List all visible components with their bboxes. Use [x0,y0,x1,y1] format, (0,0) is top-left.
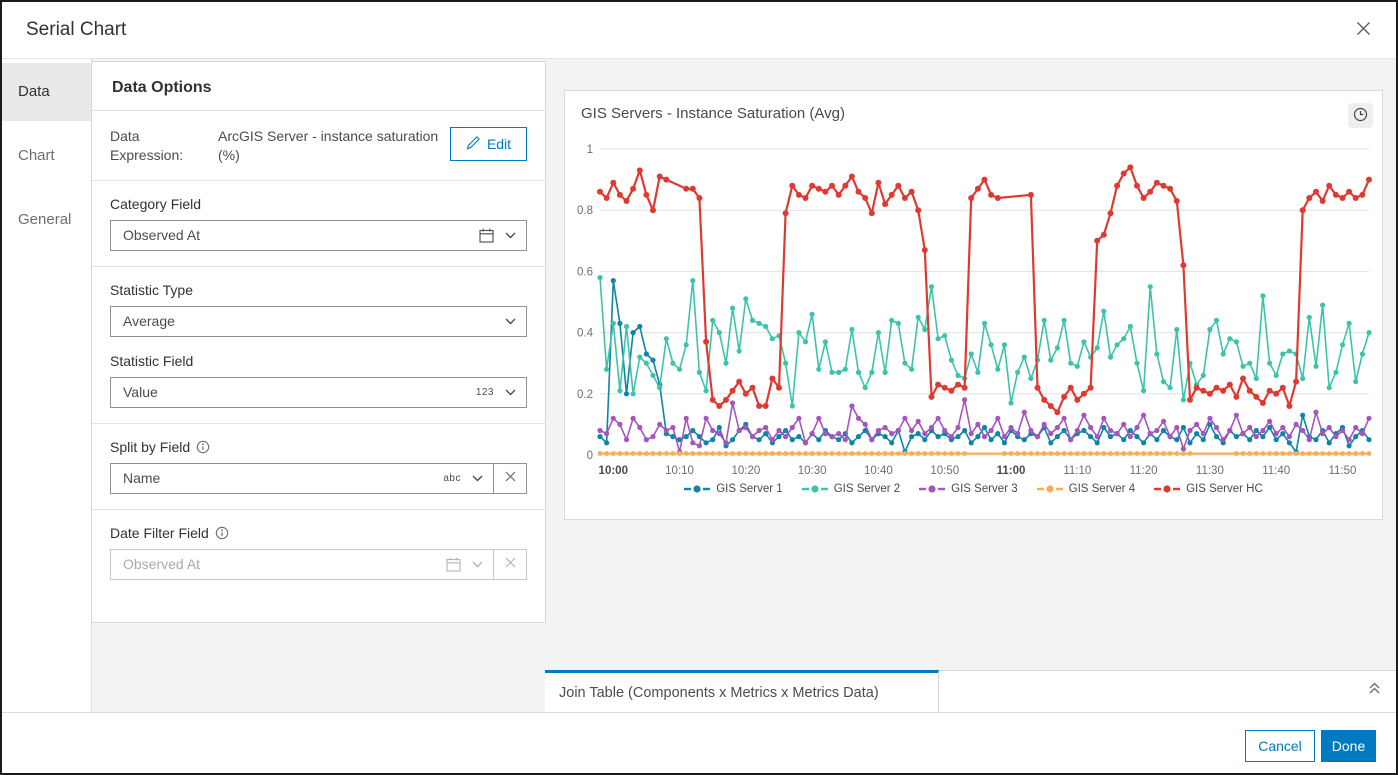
legend-item[interactable]: GIS Server 4 [1036,483,1136,495]
double-chevron-up-icon [1367,682,1382,699]
svg-text:10:40: 10:40 [864,465,893,477]
svg-text:10:20: 10:20 [731,465,760,477]
legend-label: GIS Server HC [1186,483,1263,495]
category-field-section: Category Field Observed At [92,181,545,267]
svg-text:0.4: 0.4 [577,328,594,340]
legend-item[interactable]: GIS Server HC [1154,483,1263,495]
data-expression-section: Data Expression: ArcGIS Server - instanc… [92,111,545,181]
svg-text:1: 1 [587,144,593,156]
pencil-icon [466,135,480,153]
svg-text:10:00: 10:00 [599,465,628,477]
date-filter-field-label: Date Filter Field [110,524,209,541]
legend-marker-icon [801,485,828,493]
close-button[interactable] [1350,17,1376,43]
date-filter-field-value: Observed At [123,556,201,573]
cancel-button[interactable]: Cancel [1245,730,1315,762]
close-icon [1356,21,1371,39]
statistic-section: Statistic Type Average Statistic Field V… [92,267,545,424]
edit-expression-button[interactable]: Edit [450,127,527,161]
statistic-type-label: Statistic Type [110,281,194,298]
data-expression-value: ArcGIS Server - instance saturation (%) [218,128,439,163]
svg-text:11:50: 11:50 [1329,465,1357,477]
tab-join-table[interactable]: Join Table (Components x Metrics x Metri… [545,670,939,712]
chevron-down-icon [472,475,483,482]
category-field-value: Observed At [123,227,201,244]
data-options-panel: Data Options Data Expression: ArcGIS Ser… [91,61,546,623]
join-table-tab-label: Join Table (Components x Metrics x Metri… [559,684,879,701]
svg-text:11:30: 11:30 [1196,465,1224,477]
clear-icon [505,469,516,487]
legend-marker-icon [684,485,711,493]
info-icon[interactable] [215,526,229,540]
sidebar: Data Chart General [2,59,92,712]
legend-marker-icon [1036,485,1063,493]
collapse-panel-button[interactable] [1367,681,1382,699]
legend-item[interactable]: GIS Server 1 [684,483,783,495]
statistic-type-value: Average [123,313,175,330]
string-type-icon: abc [443,472,461,484]
legend-marker-icon [919,485,946,493]
split-by-field-section: Split by Field Name abc [92,424,545,510]
tab-strip-filler [939,670,1396,712]
svg-text:11:10: 11:10 [1063,465,1091,477]
legend-label: GIS Server 2 [833,483,901,495]
edit-button-label: Edit [486,136,512,152]
svg-text:11:20: 11:20 [1130,465,1158,477]
chevron-down-icon [505,318,516,325]
clear-date-filter-button [493,549,526,579]
info-icon[interactable] [196,440,210,454]
legend-label: GIS Server 4 [1068,483,1136,495]
chart-legend: GIS Server 1 GIS Server 2 GIS Server 3 GIS … [565,483,1382,495]
svg-text:0: 0 [587,450,593,462]
date-filter-field-section: Date Filter Field Observed At [92,510,545,595]
calendar-icon [446,557,461,572]
svg-text:0.2: 0.2 [577,389,593,401]
svg-text:0.8: 0.8 [577,205,593,217]
legend-marker-icon [1154,485,1181,493]
legend-item[interactable]: GIS Server 2 [801,483,901,495]
legend-label: GIS Server 3 [951,483,1018,495]
split-by-field-label: Split by Field [110,438,191,455]
split-by-field-value: Name [123,470,161,487]
dialog-header: Serial Chart [2,2,1396,59]
statistic-type-select[interactable]: Average [110,305,527,337]
svg-text:10:50: 10:50 [930,465,959,477]
date-filter-field-select: Observed At [110,548,527,580]
clock-icon [1353,107,1368,125]
svg-text:11:00: 11:00 [997,465,1026,477]
chevron-down-icon [505,389,516,396]
time-settings-button[interactable] [1348,103,1373,128]
split-by-field-select[interactable]: Name abc [110,462,527,494]
serial-chart-plot: 0 0.2 0.4 0.6 0.8 1 10:00 10:10 10:20 10:30 10:40 1… [577,144,1372,477]
chart-title: GIS Servers - Instance Saturation (Avg) [581,105,846,122]
sidebar-item-general[interactable]: General [18,211,72,228]
legend-label: GIS Server 1 [716,483,783,495]
legend-item[interactable]: GIS Server 3 [919,483,1018,495]
svg-text:10:10: 10:10 [665,465,694,477]
calendar-icon [479,228,494,243]
svg-text:0.6: 0.6 [577,266,593,278]
statistic-field-label: Statistic Field [110,352,194,369]
chart-preview-panel: GIS Servers - Instance Saturation (Avg) … [564,90,1383,520]
number-type-icon: 123 [475,386,494,398]
svg-text:11:40: 11:40 [1262,465,1290,477]
category-field-select[interactable]: Observed At [110,219,527,251]
done-button[interactable]: Done [1321,730,1376,762]
category-field-label: Category Field [110,195,202,212]
chevron-down-icon [472,561,483,568]
data-expression-label: Data Expression: [110,128,184,163]
clear-icon [505,555,516,573]
dialog-title: Serial Chart [26,19,127,40]
sidebar-item-chart[interactable]: Chart [18,147,55,164]
chevron-down-icon [505,232,516,239]
dialog-body: Data Chart General Data Options Data Exp… [2,59,1396,712]
dialog-footer: Cancel Done [2,712,1396,773]
sidebar-item-data[interactable]: Data [2,63,91,121]
clear-split-field-button[interactable] [493,463,526,493]
statistic-field-select[interactable]: Value 123 [110,376,527,408]
statistic-field-value: Value [123,384,158,401]
options-panel-title: Data Options [92,62,545,111]
svg-text:10:30: 10:30 [798,465,827,477]
